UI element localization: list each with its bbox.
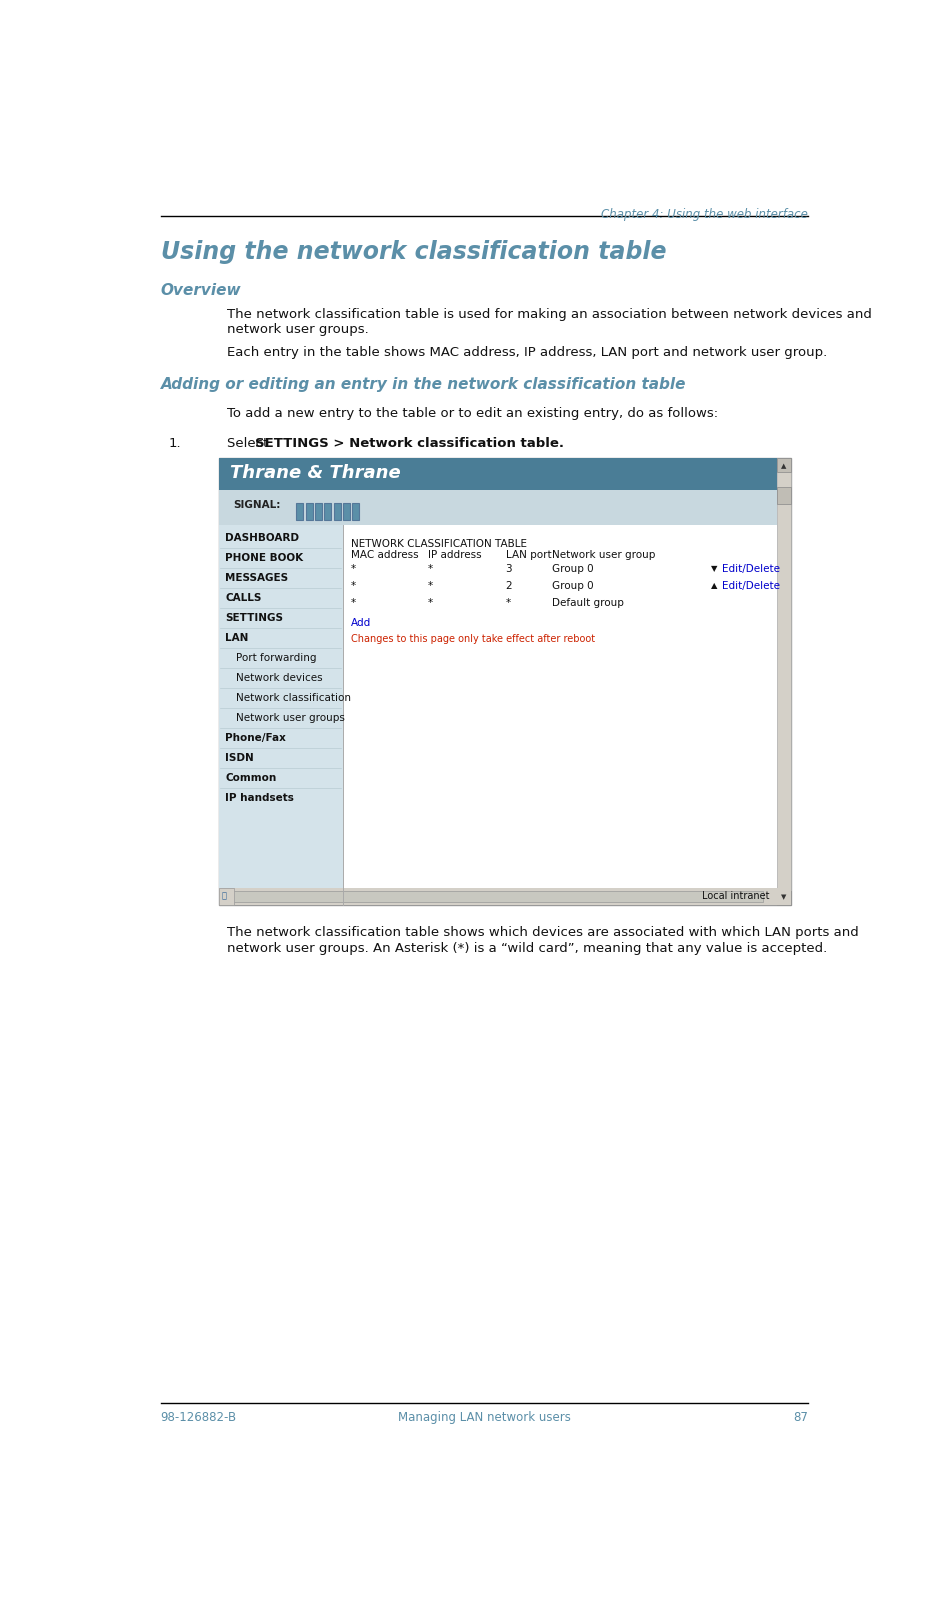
Text: Network user group: Network user group xyxy=(551,550,655,560)
Bar xyxy=(343,502,349,520)
Text: Overview: Overview xyxy=(160,284,241,298)
Bar xyxy=(296,502,303,520)
Text: CALLS: CALLS xyxy=(225,593,261,603)
Bar xyxy=(776,890,790,905)
Text: Network classification: Network classification xyxy=(236,693,350,703)
Bar xyxy=(343,525,776,905)
Bar xyxy=(333,502,340,520)
Bar xyxy=(314,502,322,520)
Text: Each entry in the table shows MAC address, IP address, LAN port and network user: Each entry in the table shows MAC addres… xyxy=(227,346,826,359)
Text: ▲: ▲ xyxy=(710,581,716,590)
Text: Phone/Fax: Phone/Fax xyxy=(225,733,286,743)
Bar xyxy=(776,459,790,472)
Text: *: * xyxy=(350,581,355,590)
Text: SIGNAL:: SIGNAL: xyxy=(232,500,280,510)
Text: Select: Select xyxy=(227,438,272,451)
Text: Network devices: Network devices xyxy=(236,674,322,683)
Text: *: * xyxy=(428,581,432,590)
Text: Edit/Delete: Edit/Delete xyxy=(721,563,779,574)
Bar xyxy=(219,491,776,525)
Text: 3: 3 xyxy=(505,563,512,574)
Text: Group 0: Group 0 xyxy=(551,563,593,574)
Text: *: * xyxy=(505,598,510,608)
Bar xyxy=(305,502,312,520)
Text: Changes to this page only take effect after reboot: Changes to this page only take effect af… xyxy=(350,634,594,643)
Text: 87: 87 xyxy=(792,1412,807,1424)
Text: SETTINGS > Network classification table.: SETTINGS > Network classification table. xyxy=(254,438,563,451)
Text: Managing LAN network users: Managing LAN network users xyxy=(397,1412,570,1424)
Bar xyxy=(776,459,790,905)
Text: 2: 2 xyxy=(505,581,512,590)
Text: Chapter 4: Using the web interface: Chapter 4: Using the web interface xyxy=(600,209,807,221)
Text: 1.: 1. xyxy=(168,438,181,451)
Text: Port forwarding: Port forwarding xyxy=(236,653,316,662)
Text: *: * xyxy=(428,598,432,608)
Bar xyxy=(219,459,776,491)
Text: *: * xyxy=(350,598,355,608)
Text: Edit/Delete: Edit/Delete xyxy=(721,581,779,590)
Bar xyxy=(776,488,790,504)
Bar xyxy=(324,502,331,520)
Text: network user groups.: network user groups. xyxy=(227,324,368,337)
Bar xyxy=(228,890,762,901)
Text: ISDN: ISDN xyxy=(225,752,254,764)
Text: Adding or editing an entry in the network classification table: Adding or editing an entry in the networ… xyxy=(160,377,685,393)
Text: ▼: ▼ xyxy=(710,563,716,573)
Text: IP address: IP address xyxy=(428,550,481,560)
Text: network user groups. An Asterisk (*) is a “wild card”, meaning that any value is: network user groups. An Asterisk (*) is … xyxy=(227,942,826,954)
Text: Common: Common xyxy=(225,773,276,783)
Bar xyxy=(219,525,343,905)
Text: NETWORK CLASSIFICATION TABLE: NETWORK CLASSIFICATION TABLE xyxy=(350,539,526,549)
Text: Add: Add xyxy=(350,618,370,629)
Text: *: * xyxy=(428,563,432,574)
Text: IP handsets: IP handsets xyxy=(225,792,294,804)
Text: Group 0: Group 0 xyxy=(551,581,593,590)
Bar xyxy=(219,459,790,905)
Text: 🌐: 🌐 xyxy=(222,890,227,900)
Text: The network classification table is used for making an association between netwo: The network classification table is used… xyxy=(227,308,870,321)
Text: Thrane & Thrane: Thrane & Thrane xyxy=(230,464,401,483)
Text: DASHBOARD: DASHBOARD xyxy=(225,533,298,542)
Text: ▲: ▲ xyxy=(781,462,785,468)
Text: *: * xyxy=(350,563,355,574)
Text: PHONE BOOK: PHONE BOOK xyxy=(225,553,303,563)
Text: Default group: Default group xyxy=(551,598,623,608)
Text: Using the network classification table: Using the network classification table xyxy=(160,241,666,265)
Text: Local intranet: Local intranet xyxy=(700,890,768,901)
Bar xyxy=(219,887,234,905)
Text: MESSAGES: MESSAGES xyxy=(225,573,288,582)
Text: LAN: LAN xyxy=(225,634,248,643)
Text: The network classification table shows which devices are associated with which L: The network classification table shows w… xyxy=(227,926,857,940)
Text: LAN port: LAN port xyxy=(505,550,550,560)
Text: Network user groups: Network user groups xyxy=(236,714,345,723)
Text: MAC address: MAC address xyxy=(350,550,418,560)
Text: 98-126882-B: 98-126882-B xyxy=(160,1412,237,1424)
Text: To add a new entry to the table or to edit an existing entry, do as follows:: To add a new entry to the table or to ed… xyxy=(227,406,717,420)
Bar xyxy=(352,502,359,520)
Bar xyxy=(219,887,790,905)
Text: ▼: ▼ xyxy=(781,893,785,900)
Text: SETTINGS: SETTINGS xyxy=(225,613,283,622)
